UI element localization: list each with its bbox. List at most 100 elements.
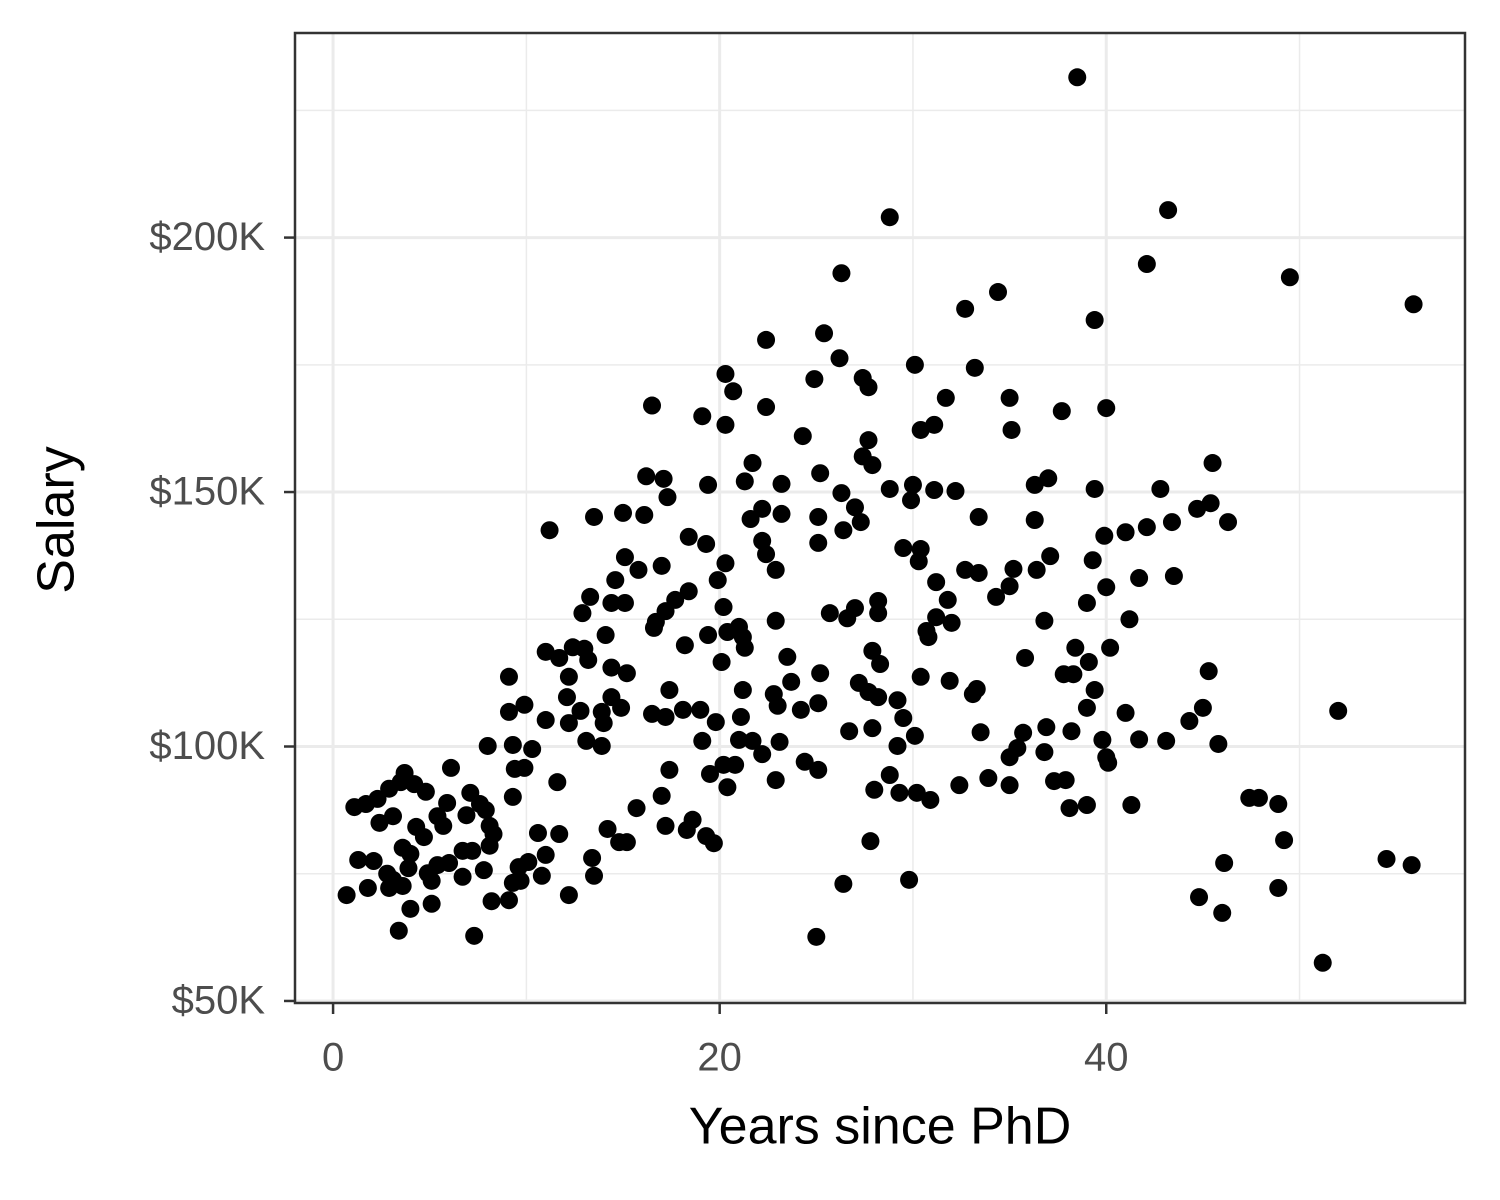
point <box>1002 420 1021 439</box>
point <box>536 711 555 730</box>
point <box>380 878 399 897</box>
point <box>1209 734 1228 753</box>
point <box>1101 638 1120 657</box>
point <box>1025 475 1044 494</box>
point <box>743 731 762 750</box>
point <box>938 590 957 609</box>
point <box>463 841 482 860</box>
point <box>1016 648 1035 667</box>
point <box>757 398 776 417</box>
point <box>815 324 834 343</box>
point <box>515 695 534 714</box>
point <box>859 431 878 450</box>
point <box>809 533 828 552</box>
point <box>615 548 634 567</box>
point <box>693 407 712 426</box>
x-axis-title: Years since PhD <box>689 1098 1072 1156</box>
point <box>585 507 604 526</box>
point <box>658 488 677 507</box>
point <box>921 790 940 809</box>
point <box>969 507 988 526</box>
point <box>741 510 760 529</box>
point <box>1130 730 1149 749</box>
point <box>1025 511 1044 530</box>
point <box>1130 569 1149 588</box>
point <box>1193 698 1212 717</box>
point <box>1116 523 1135 542</box>
point <box>1116 703 1135 722</box>
point <box>927 608 946 627</box>
point <box>596 626 615 645</box>
point <box>482 892 501 911</box>
point <box>880 208 899 227</box>
point <box>1215 854 1234 873</box>
point <box>942 613 961 632</box>
point <box>598 819 617 838</box>
point <box>673 700 692 719</box>
point <box>772 474 791 493</box>
point <box>592 736 611 755</box>
point <box>614 503 633 522</box>
point <box>1056 771 1075 790</box>
point <box>863 641 882 660</box>
point <box>834 521 853 540</box>
point <box>349 850 368 869</box>
point <box>585 866 604 885</box>
point <box>859 378 878 397</box>
point <box>716 415 735 434</box>
point <box>1027 560 1046 579</box>
point <box>1079 653 1098 672</box>
point <box>1201 494 1220 513</box>
point <box>476 801 495 820</box>
point <box>523 740 542 759</box>
point <box>927 573 946 592</box>
point <box>900 870 919 889</box>
point <box>1066 638 1085 657</box>
point <box>1203 454 1222 473</box>
point <box>880 766 899 785</box>
point <box>863 456 882 475</box>
point <box>700 764 719 783</box>
point <box>697 534 716 553</box>
point <box>559 714 578 733</box>
point <box>766 560 785 579</box>
point <box>834 874 853 893</box>
point <box>766 611 785 630</box>
point <box>1404 295 1423 314</box>
point <box>1377 849 1396 868</box>
point <box>422 894 441 913</box>
y-tick-label: $200K <box>149 215 265 259</box>
panel-border <box>293 31 1467 1005</box>
grid <box>295 33 1465 1003</box>
point <box>499 702 518 721</box>
point <box>679 582 698 601</box>
point <box>581 587 600 606</box>
point <box>778 647 797 666</box>
point <box>499 667 518 686</box>
point <box>1159 201 1178 220</box>
point <box>1164 567 1183 586</box>
point <box>440 854 459 873</box>
point <box>1060 799 1079 818</box>
point <box>383 807 402 826</box>
x-tick-label: 0 <box>322 1036 344 1080</box>
point <box>1180 712 1199 731</box>
point <box>1077 698 1096 717</box>
point <box>714 598 733 617</box>
y-tick-label: $100K <box>149 724 265 768</box>
point <box>888 736 907 755</box>
point <box>503 787 522 806</box>
point <box>950 776 969 795</box>
point <box>699 475 718 494</box>
point <box>643 396 662 415</box>
point <box>1085 681 1104 700</box>
point <box>757 545 776 564</box>
point <box>905 355 924 374</box>
point <box>656 707 675 726</box>
point <box>615 593 634 612</box>
point <box>869 604 888 623</box>
point <box>515 758 534 777</box>
point <box>791 700 810 719</box>
point <box>573 604 592 623</box>
